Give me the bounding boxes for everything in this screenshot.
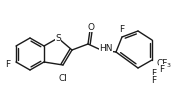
Text: F: F bbox=[5, 60, 11, 68]
Text: 3: 3 bbox=[167, 62, 171, 68]
Text: S: S bbox=[55, 33, 61, 43]
Text: Cl: Cl bbox=[59, 74, 67, 83]
Text: F: F bbox=[151, 75, 157, 85]
Text: CF: CF bbox=[157, 58, 168, 68]
Text: F: F bbox=[151, 68, 157, 77]
Text: O: O bbox=[87, 22, 95, 32]
Text: F: F bbox=[120, 24, 125, 33]
Text: F: F bbox=[159, 64, 165, 74]
Text: HN: HN bbox=[99, 43, 113, 52]
